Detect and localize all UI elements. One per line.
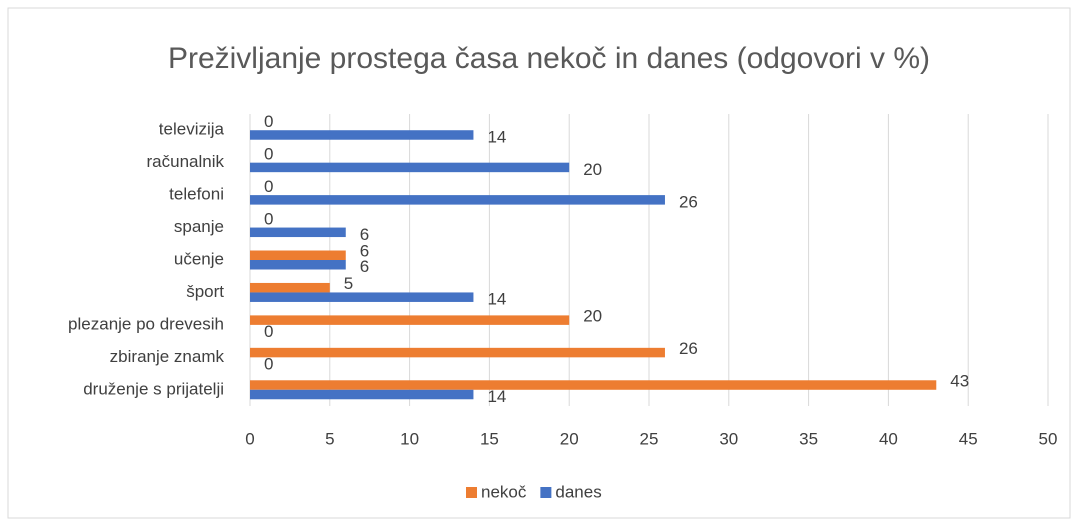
chart-border	[7, 7, 1071, 519]
data-label: 0	[264, 322, 273, 341]
data-label: 6	[360, 242, 369, 261]
x-tick-label: 30	[719, 429, 738, 448]
legend-swatch	[540, 487, 552, 498]
bar	[250, 315, 570, 325]
y-tick-label: televizija	[159, 120, 225, 139]
legend-swatch	[466, 487, 477, 498]
data-label: 20	[583, 307, 602, 326]
data-label: 14	[487, 127, 506, 146]
bar	[250, 130, 474, 140]
bar	[250, 260, 346, 270]
chart-title: Preživljanje prostega časa nekoč in dane…	[168, 42, 930, 75]
data-label: 0	[264, 144, 273, 163]
data-label: 20	[583, 160, 602, 179]
data-label: 6	[360, 257, 369, 276]
y-tick-label: druženje s prijatelji	[83, 379, 224, 398]
legend-label: nekoč	[481, 482, 527, 501]
data-label: 14	[487, 290, 506, 309]
data-label: 5	[344, 274, 353, 293]
bar	[250, 292, 474, 302]
y-tick-label: telefoni	[169, 185, 224, 204]
y-tick-label: zbiranje znamk	[110, 347, 225, 366]
data-label: 26	[679, 339, 698, 358]
bar	[250, 250, 346, 260]
y-tick-label: plezanje po drevesih	[68, 314, 224, 333]
x-tick-label: 10	[400, 429, 419, 448]
bar	[250, 282, 330, 293]
data-label: 0	[264, 209, 273, 228]
y-tick-label: spanje	[174, 217, 224, 236]
data-label: 0	[264, 112, 273, 131]
x-tick-label: 35	[799, 429, 818, 448]
bar	[250, 195, 665, 205]
x-tick-label: 50	[1039, 429, 1058, 448]
data-label: 14	[487, 387, 506, 406]
data-label: 0	[264, 355, 273, 374]
bar	[250, 162, 570, 173]
data-label: 0	[264, 177, 273, 196]
x-tick-label: 15	[480, 429, 499, 448]
bar	[250, 380, 937, 390]
bar	[250, 347, 665, 358]
x-tick-label: 5	[325, 429, 334, 448]
y-tick-label: učenje	[174, 249, 224, 268]
bar	[250, 227, 346, 238]
x-tick-label: 25	[640, 429, 659, 448]
x-tick-label: 40	[879, 429, 898, 448]
data-label: 43	[950, 372, 969, 391]
x-tick-label: 20	[560, 429, 579, 448]
x-tick-label: 0	[245, 429, 254, 448]
y-tick-label: računalnik	[147, 152, 225, 171]
x-tick-label: 45	[959, 429, 978, 448]
bar	[250, 389, 474, 400]
legend-label: danes	[555, 482, 601, 501]
data-label: 6	[360, 225, 369, 244]
data-label: 26	[679, 192, 698, 211]
y-tick-label: šport	[186, 282, 224, 301]
